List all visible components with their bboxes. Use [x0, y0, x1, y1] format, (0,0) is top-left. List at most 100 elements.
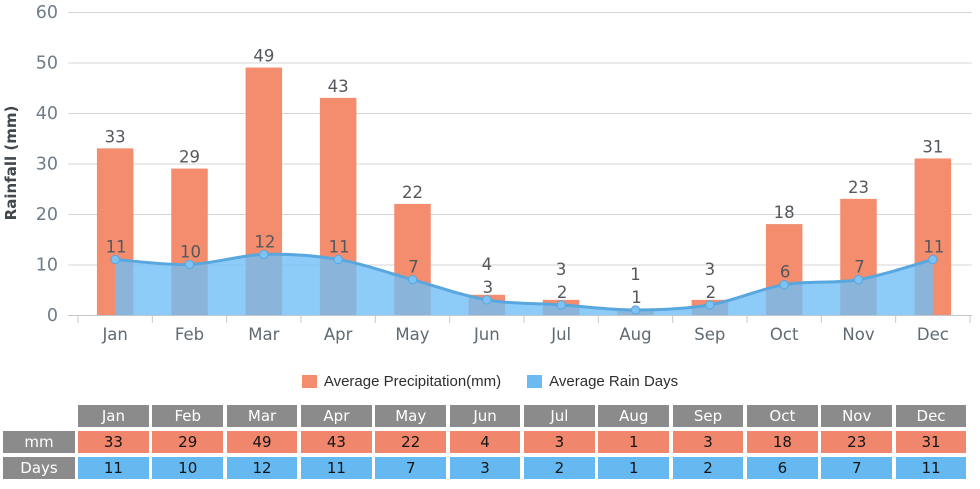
x-axis-month-label: Sep: [694, 325, 725, 344]
precipitation-value-label: 3: [556, 260, 567, 279]
table-cell-days: 11: [300, 457, 372, 479]
y-axis-tick-label: 30: [36, 155, 58, 175]
table-cell-mm: 31: [895, 431, 967, 453]
raindays-value-label: 12: [254, 232, 275, 251]
table-cell-days: 2: [672, 457, 744, 479]
y-axis-tick-label: 10: [36, 256, 58, 276]
raindays-legend-swatch: [527, 374, 543, 388]
y-axis-title: Rainfall (mm): [2, 106, 20, 221]
table-header-cell: Jul: [523, 405, 595, 427]
legend-item-raindays[interactable]: Average Rain Days: [527, 373, 678, 390]
table-header-cell: Nov: [821, 405, 893, 427]
precipitation-value-label: 18: [774, 203, 795, 222]
precipitation-value-label: 31: [922, 137, 943, 156]
table-cell-days: 6: [746, 457, 818, 479]
precipitation-value-label: 3: [705, 260, 716, 279]
table-row-label: mm: [3, 431, 75, 453]
raindays-point: [407, 274, 418, 285]
raindays-value-label: 1: [631, 288, 642, 307]
table-cell-mm: 1: [598, 431, 670, 453]
table-cell-days: 3: [449, 457, 521, 479]
y-axis-tick-label: 0: [47, 306, 58, 326]
precipitation-value-label: 33: [105, 127, 126, 146]
table-header-cell: Jan: [78, 405, 149, 427]
raindays-point: [184, 259, 195, 270]
raindays-value-label: 7: [854, 258, 865, 277]
precipitation-value-label: 29: [179, 148, 200, 167]
table-cell-mm: 43: [300, 431, 372, 453]
table-header-cell: Dec: [895, 405, 967, 427]
x-axis-month-label: May: [395, 325, 429, 344]
x-axis-month-label: Jan: [101, 325, 127, 344]
precipitation-value-label: 22: [402, 183, 423, 202]
raindays-value-label: 10: [180, 243, 201, 262]
table-header-cell: Oct: [746, 405, 818, 427]
table-cell-mm: 4: [449, 431, 521, 453]
precipitation-legend-label: Average Precipitation(mm): [323, 372, 502, 390]
raindays-value-label: 6: [780, 263, 791, 282]
table-cell-days: 11: [78, 457, 149, 479]
raindays-legend-label: Average Rain Days: [549, 372, 679, 390]
raindays-value-label: 11: [106, 237, 127, 256]
table-cell-mm: 29: [152, 431, 224, 453]
raindays-line: [115, 252, 934, 312]
precipitation-value-label: 49: [253, 47, 274, 66]
table-cell-mm: 49: [226, 431, 298, 453]
raindays-point: [556, 300, 566, 310]
precipitation-legend-swatch: [301, 374, 317, 388]
precipitation-value-label: 23: [848, 178, 869, 197]
table-cell-mm: 3: [523, 431, 595, 453]
table-cell-mm: 23: [821, 431, 893, 453]
table-cell-days: 1: [598, 457, 670, 479]
table-cell-days: 11: [895, 457, 967, 479]
raindays-value-label: 3: [483, 278, 494, 297]
raindays-point: [482, 295, 492, 305]
raindays-point: [779, 280, 789, 290]
legend-item-precipitation[interactable]: Average Precipitation(mm): [301, 372, 502, 390]
table-cell-days: 2: [523, 457, 595, 479]
chart-legend: Average Precipitation(mm) Average Rain D…: [0, 369, 980, 393]
precipitation-value-label: 1: [630, 265, 641, 284]
raindays-value-label: 11: [923, 237, 944, 256]
table-cell-mm: 18: [746, 431, 818, 453]
raindays-point: [705, 300, 715, 310]
precipitation-value-label: 43: [328, 77, 349, 96]
table-cell-days: 12: [226, 457, 298, 479]
table-cell-mm: 33: [78, 431, 149, 453]
x-axis-month-label: Aug: [619, 325, 651, 344]
y-axis-tick-label: 50: [36, 54, 58, 74]
raindays-point: [630, 305, 641, 315]
x-axis-month-label: Oct: [770, 325, 799, 344]
raindays-point: [259, 249, 269, 260]
raindays-value-label: 7: [408, 258, 419, 277]
raindays-point: [110, 254, 120, 265]
table-header-cell: Sep: [672, 405, 744, 427]
table-cell-mm: 22: [375, 431, 447, 453]
raindays-point: [333, 254, 343, 265]
precipitation-value-label: 4: [482, 255, 493, 274]
table-row-label: Days: [3, 457, 75, 479]
x-axis-month-label: Mar: [248, 325, 279, 344]
table-cell-days: 7: [821, 457, 893, 479]
raindays-value-label: 11: [329, 237, 350, 256]
raindays-point: [928, 254, 938, 265]
x-axis-month-label: Nov: [842, 325, 874, 344]
table-header-cell: Apr: [300, 405, 372, 427]
x-axis-month-label: Feb: [175, 325, 204, 344]
table-cell-days: 10: [152, 457, 224, 479]
raindays-area: [115, 254, 933, 315]
y-axis-tick-label: 40: [36, 104, 58, 124]
table-header-cell: Jun: [449, 405, 521, 427]
table-cell-mm: 3: [672, 431, 744, 453]
x-axis-month-label: Jul: [550, 325, 571, 344]
table-header-cell: Mar: [226, 405, 298, 427]
table-header-cell: May: [375, 405, 447, 427]
table-header-cell: Feb: [152, 405, 224, 427]
x-axis-month-label: Dec: [917, 325, 949, 344]
y-axis-tick-label: 60: [36, 3, 58, 23]
raindays-point: [853, 274, 864, 285]
table-header-cell: Aug: [598, 405, 670, 427]
raindays-value-label: 2: [557, 283, 568, 302]
